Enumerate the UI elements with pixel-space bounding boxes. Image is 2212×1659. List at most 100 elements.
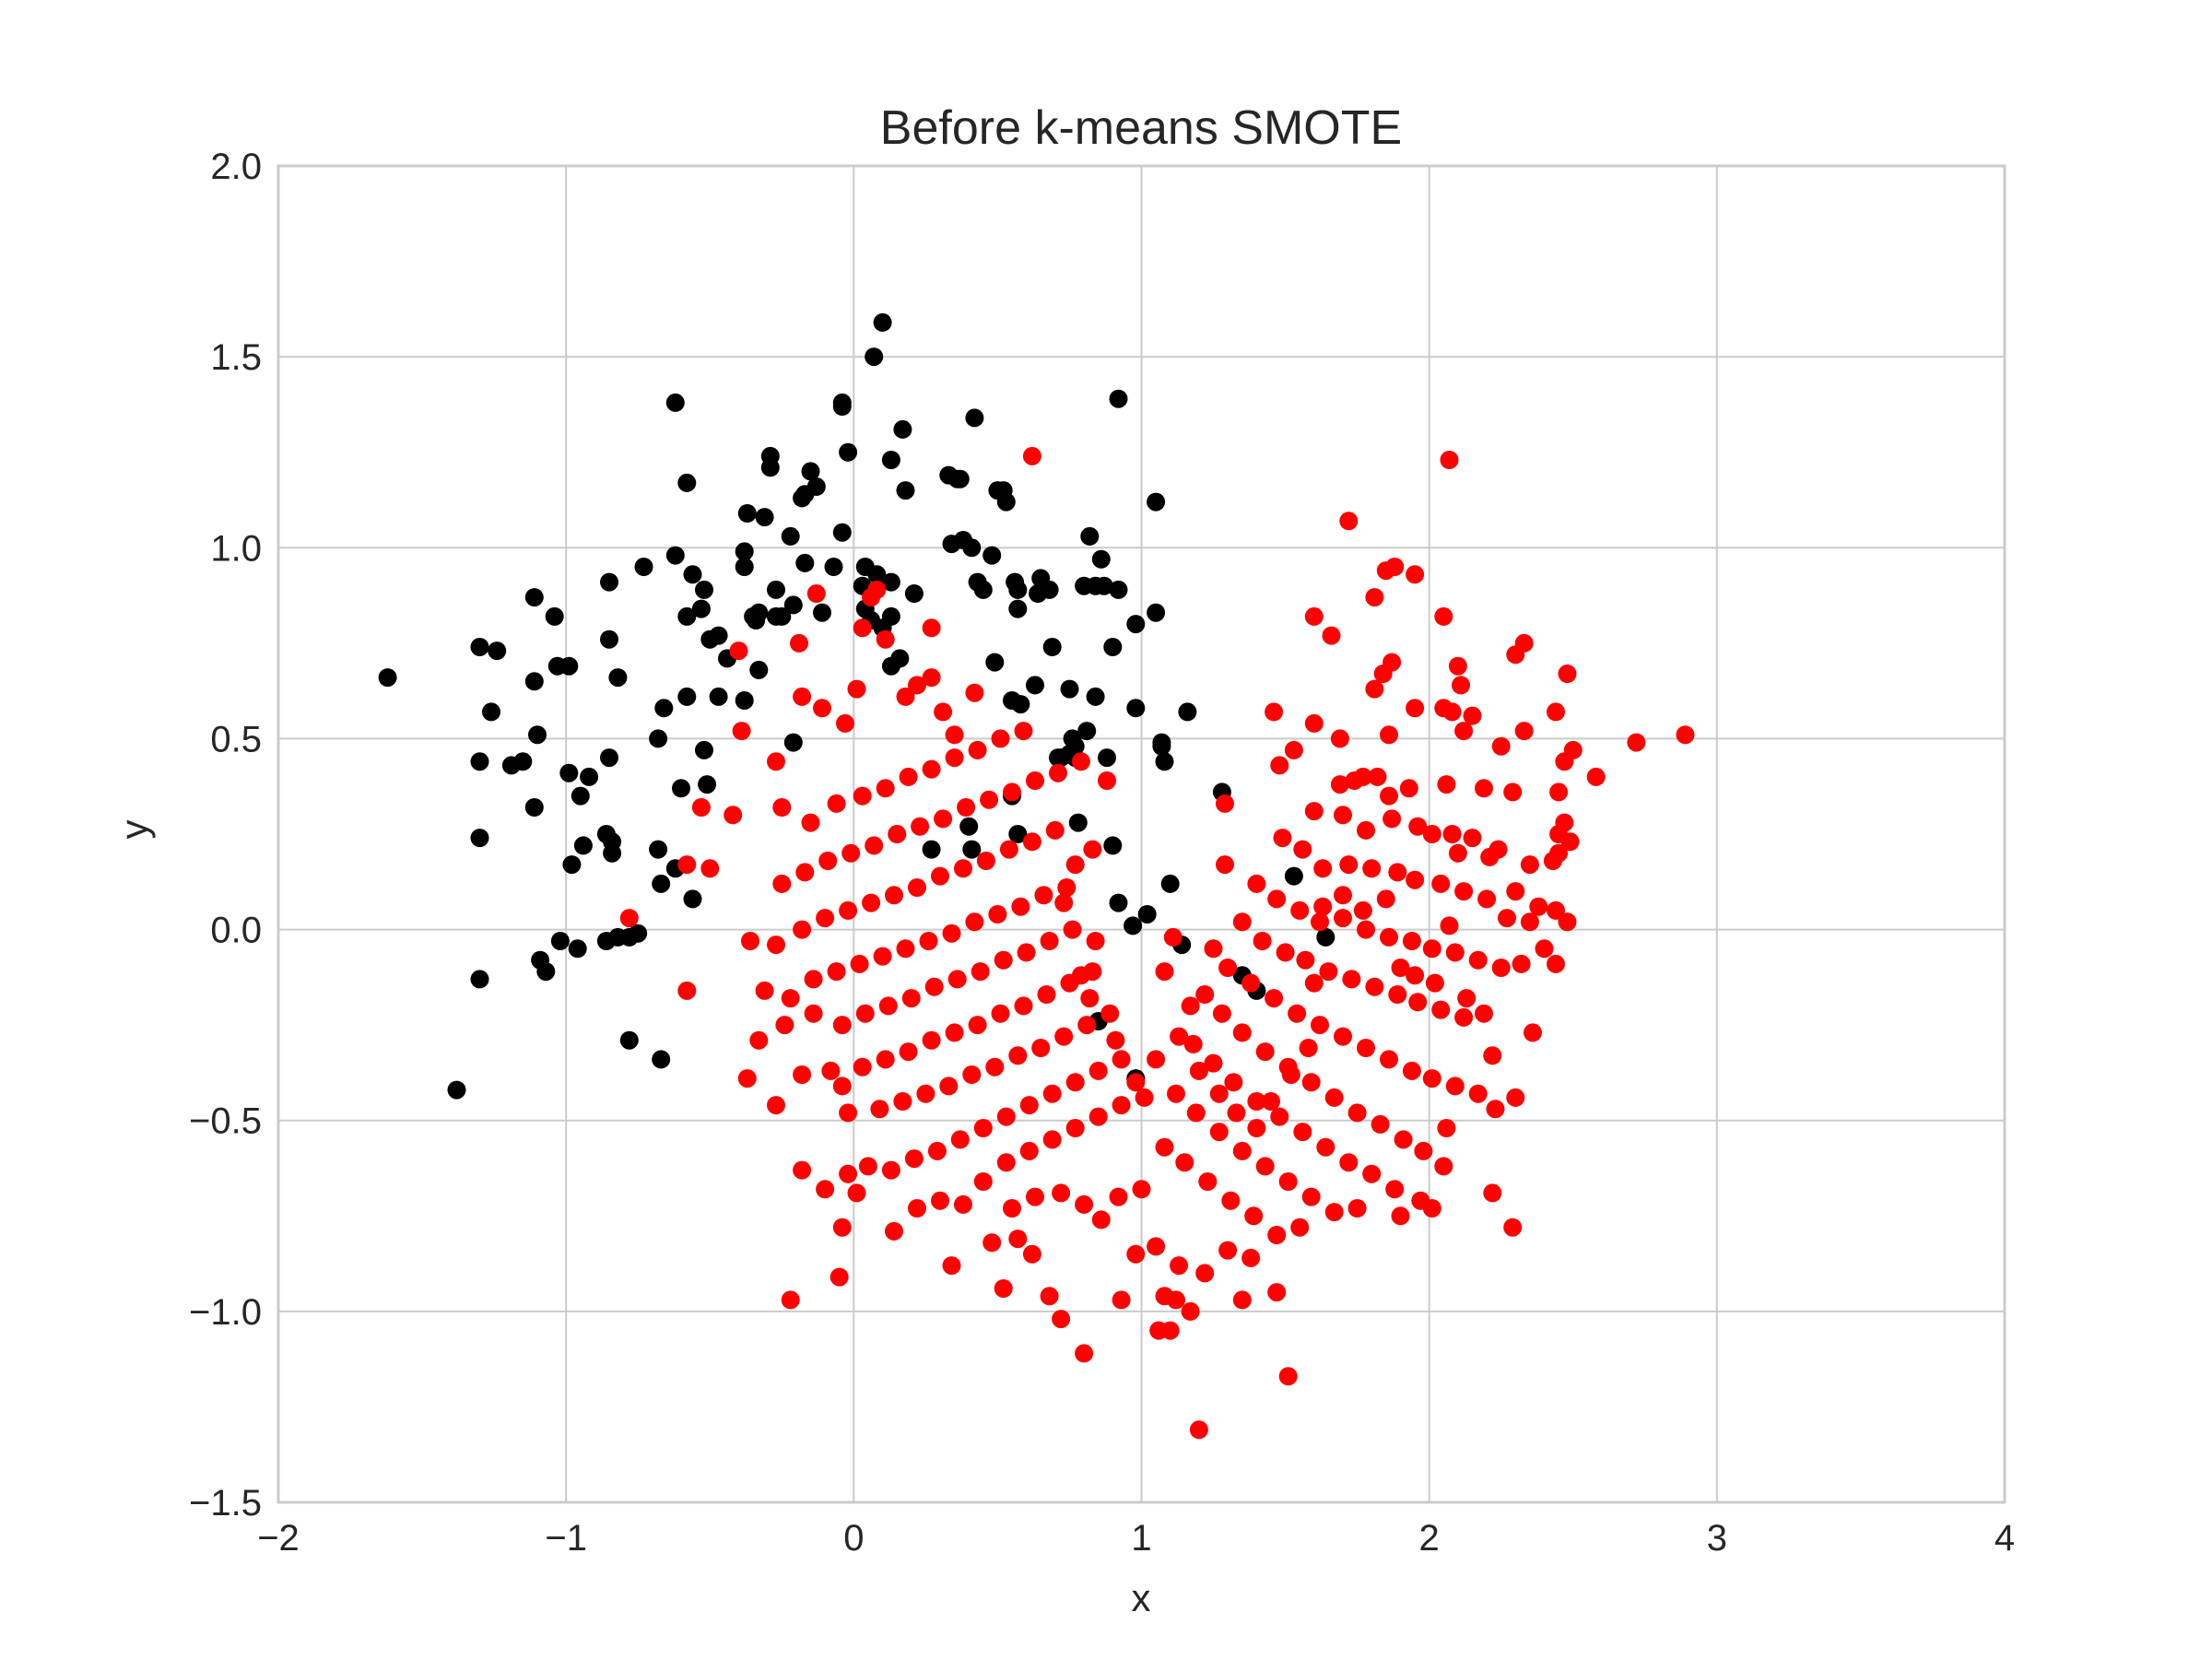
scatter-point xyxy=(1273,829,1292,848)
scatter-point xyxy=(1380,725,1398,745)
scatter-point xyxy=(1253,932,1272,950)
scatter-point xyxy=(1316,1137,1335,1157)
scatter-point xyxy=(867,565,887,584)
scatter-point xyxy=(735,558,754,576)
scatter-point xyxy=(908,1199,926,1218)
scatter-point xyxy=(709,626,728,645)
scatter-point xyxy=(1442,825,1462,843)
scatter-point xyxy=(1491,736,1511,756)
scatter-point xyxy=(839,900,858,920)
scatter-point xyxy=(1560,832,1580,852)
scatter-point xyxy=(1155,962,1174,982)
scatter-point xyxy=(873,312,892,332)
scatter-point xyxy=(1195,1264,1215,1283)
scatter-point xyxy=(1339,512,1359,531)
scatter-point xyxy=(1535,939,1554,959)
scatter-point xyxy=(865,347,884,367)
scatter-point xyxy=(927,1141,947,1160)
scatter-point xyxy=(1060,679,1079,699)
scatter-point xyxy=(524,588,544,607)
scatter-point xyxy=(1075,1194,1094,1214)
scatter-point xyxy=(1491,959,1511,977)
scatter-point xyxy=(1008,599,1028,618)
scatter-point xyxy=(934,809,953,829)
scatter-point xyxy=(922,618,941,638)
scatter-point xyxy=(1008,1230,1028,1249)
scatter-point xyxy=(652,874,671,893)
scatter-point xyxy=(1218,959,1238,977)
scatter-point xyxy=(772,606,792,626)
scatter-point xyxy=(677,606,697,626)
scatter-point xyxy=(767,1096,785,1115)
scatter-point xyxy=(654,699,674,718)
scatter-point xyxy=(1503,782,1523,802)
scatter-point xyxy=(1278,1367,1298,1386)
scatter-point xyxy=(1247,874,1266,893)
scatter-point xyxy=(724,806,743,825)
y-tick-label: 1.5 xyxy=(210,337,262,378)
y-tick-label: −1.5 xyxy=(189,1483,262,1524)
scatter-point xyxy=(899,1042,918,1062)
scatter-point xyxy=(1520,912,1539,932)
scatter-point xyxy=(1288,1004,1307,1023)
scatter-point xyxy=(841,843,861,863)
scatter-point xyxy=(996,1153,1016,1172)
x-tick-label: 1 xyxy=(1131,1518,1151,1559)
scatter-point xyxy=(524,798,544,817)
scatter-point xyxy=(1293,1123,1312,1142)
scatter-point xyxy=(1445,1077,1465,1096)
scatter-point xyxy=(378,668,397,688)
scatter-point xyxy=(1368,767,1387,786)
scatter-point xyxy=(1186,1103,1206,1123)
scatter-point xyxy=(1109,580,1128,599)
scatter-point xyxy=(1008,825,1028,843)
scatter-point xyxy=(1170,1256,1189,1276)
x-tick-label: −1 xyxy=(545,1518,587,1559)
y-axis-label: y xyxy=(112,820,156,840)
scatter-point xyxy=(634,558,653,576)
scatter-point xyxy=(1357,920,1375,939)
scatter-point xyxy=(1155,752,1174,771)
scatter-point xyxy=(1506,645,1525,665)
scatter-point xyxy=(665,546,685,565)
scatter-point xyxy=(896,481,915,500)
scatter-point xyxy=(1155,1287,1174,1306)
scatter-point xyxy=(649,729,668,748)
scatter-point xyxy=(954,1194,972,1214)
scatter-point xyxy=(1181,996,1200,1016)
scatter-point xyxy=(1313,859,1333,878)
y-tick-label: 1.0 xyxy=(210,528,262,569)
scatter-point xyxy=(881,1160,900,1180)
scatter-point xyxy=(1290,1218,1310,1237)
scatter-point xyxy=(1406,870,1425,889)
scatter-point xyxy=(881,606,900,626)
scatter-point xyxy=(982,546,1002,565)
scatter-point xyxy=(980,790,999,809)
scatter-point xyxy=(550,932,570,950)
scatter-point xyxy=(1422,939,1441,959)
scatter-point xyxy=(1408,993,1428,1012)
scatter-point xyxy=(1345,771,1364,790)
scatter-point xyxy=(922,668,941,688)
scatter-point xyxy=(600,748,618,768)
scatter-point xyxy=(677,981,697,1000)
tick-labels: −2 −1 0 1 2 3 4 −1.5 −1.0 −0.5 0.0 0.5 1.0 1.5 2.0 xyxy=(189,147,2015,1559)
scatter-point xyxy=(1278,1172,1298,1191)
scatter-point xyxy=(1376,889,1395,909)
scatter-point xyxy=(1042,1084,1062,1103)
scatter-point xyxy=(973,1172,993,1191)
scatter-point xyxy=(945,1023,964,1042)
scatter-point xyxy=(885,886,903,905)
scatter-point xyxy=(922,759,941,779)
scatter-point xyxy=(858,1157,877,1176)
scatter-point xyxy=(737,504,757,523)
scatter-point xyxy=(1284,866,1303,886)
scatter-point xyxy=(1483,1046,1502,1065)
series-0-points xyxy=(378,312,1335,1100)
scatter-point xyxy=(855,1004,875,1023)
scatter-point xyxy=(1103,638,1123,656)
scatter-point xyxy=(813,603,831,622)
scatter-point xyxy=(976,852,995,870)
scatter-point xyxy=(1342,970,1361,989)
scatter-point xyxy=(1054,1027,1074,1046)
